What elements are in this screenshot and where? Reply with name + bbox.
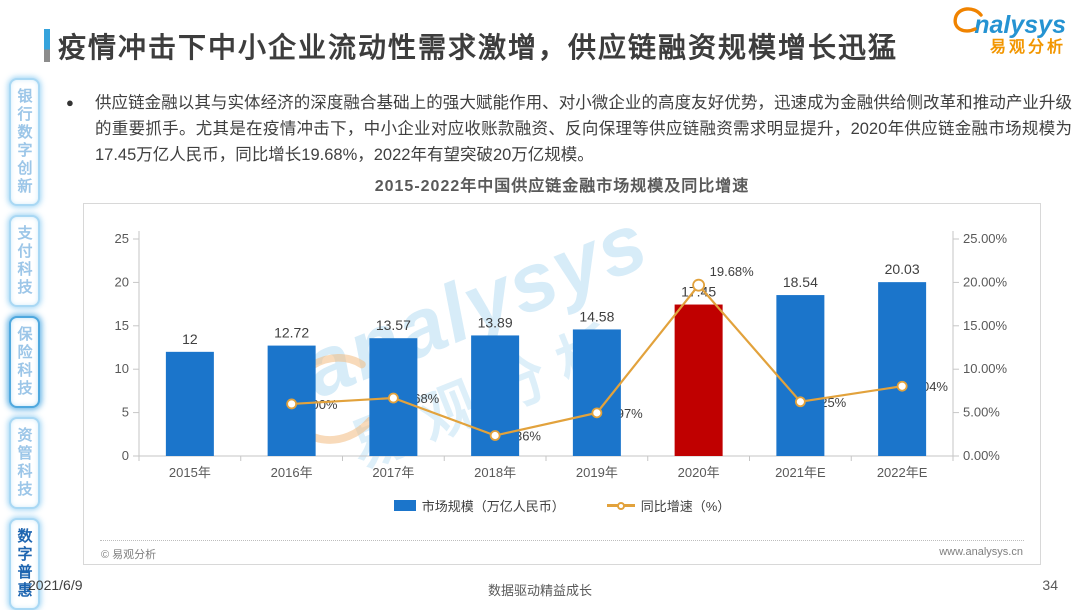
svg-text:15: 15 [115, 318, 129, 333]
svg-text:12.72: 12.72 [274, 325, 309, 341]
svg-text:25: 25 [115, 231, 129, 246]
sidebar-item-bank-digital[interactable]: 银行数字创新 [8, 78, 40, 206]
bar-series-swatch [393, 500, 416, 511]
svg-text:2016年: 2016年 [271, 465, 313, 480]
logo-cn-text: 易观分析 [989, 39, 1066, 56]
chart-website: www.analysys.cn [939, 546, 1023, 558]
line-series-swatch [606, 501, 635, 510]
svg-text:14.58: 14.58 [579, 308, 614, 324]
summary-text: 供应链金融以其与实体经济的深度融合基础上的强大赋能作用、对小微企业的高度友好优势… [95, 94, 1072, 164]
svg-text:18.54: 18.54 [783, 274, 818, 290]
sidebar-item-asset-mgmt-tech[interactable]: 资管科技 [8, 417, 40, 509]
chart-footer-divider [100, 540, 1024, 541]
svg-text:5.00%: 5.00% [963, 405, 1000, 420]
chart-card: analysys 易观分析 00.00%55.00%1010.00%1515.0… [83, 195, 1041, 565]
footer-date: 2021/6/9 [28, 577, 83, 593]
svg-text:5: 5 [122, 405, 129, 420]
svg-text:2018年: 2018年 [474, 465, 516, 480]
logo-swirl-icon [953, 7, 983, 33]
svg-text:2015年: 2015年 [169, 465, 211, 480]
analysys-logo: nalysys 易观分析 [953, 7, 1066, 56]
title-accent-bar [44, 29, 50, 62]
svg-text:25.00%: 25.00% [963, 231, 1008, 246]
chart-legend: 市场规模（万亿人民币） 同比增速（%） [84, 496, 1040, 515]
footer-page-number: 34 [1042, 577, 1058, 593]
svg-text:2022年E: 2022年E [877, 465, 928, 480]
legend-label-market-size: 市场规模（万亿人民币） [421, 499, 565, 514]
bullet-icon: ● [66, 95, 74, 110]
legend-item-growth-rate: 同比增速（%） [606, 496, 731, 515]
svg-text:0: 0 [122, 448, 129, 463]
svg-text:0.00%: 0.00% [963, 448, 1000, 463]
svg-text:2020年: 2020年 [678, 465, 720, 480]
svg-text:12: 12 [182, 331, 198, 347]
sidebar-item-digital-inclusion[interactable]: 数字普惠 [8, 518, 40, 610]
sidebar-item-insurance-tech[interactable]: 保险科技 [8, 316, 40, 408]
page-title: 疫情冲击下中小企业流动性需求激增，供应链融资规模增长迅猛 [58, 32, 899, 63]
summary-block: ● 供应链金融以其与实体经济的深度融合基础上的强大赋能作用、对小微企业的高度友好… [64, 90, 1072, 168]
svg-text:10: 10 [115, 361, 129, 376]
legend-label-growth-rate: 同比增速（%） [640, 499, 731, 514]
svg-text:15.00%: 15.00% [963, 318, 1008, 333]
svg-text:20.00%: 20.00% [963, 274, 1008, 289]
logo-latin-text: nalysys [974, 11, 1066, 39]
footer-slogan: 数据驱动精益成长 [487, 583, 592, 598]
svg-text:13.89: 13.89 [478, 314, 513, 330]
chart-copyright: © 易观分析 [101, 549, 157, 561]
chart-title: 2015-2022年中国供应链金融市场规模及同比增速 [374, 178, 750, 195]
svg-text:20.03: 20.03 [885, 261, 920, 277]
svg-text:19.68%: 19.68% [710, 264, 755, 279]
market-size-growth-chart: 0 0.00% 5 5.00% 10 10.00% 15 15.00% 20 20.00% 25 25… [115, 231, 1008, 480]
svg-text:20: 20 [115, 274, 129, 289]
sidebar-item-payment-tech[interactable]: 支付科技 [8, 215, 40, 307]
vertical-tab-sidebar: 银行数字创新 支付科技 保险科技 资管科技 数字普惠 [7, 78, 41, 610]
svg-text:10.00%: 10.00% [963, 361, 1008, 376]
legend-item-market-size: 市场规模（万亿人民币） [393, 496, 565, 515]
svg-text:13.57: 13.57 [376, 317, 411, 333]
svg-text:2021年E: 2021年E [775, 465, 826, 480]
svg-text:2019年: 2019年 [576, 465, 618, 480]
svg-text:2017年: 2017年 [372, 465, 414, 480]
